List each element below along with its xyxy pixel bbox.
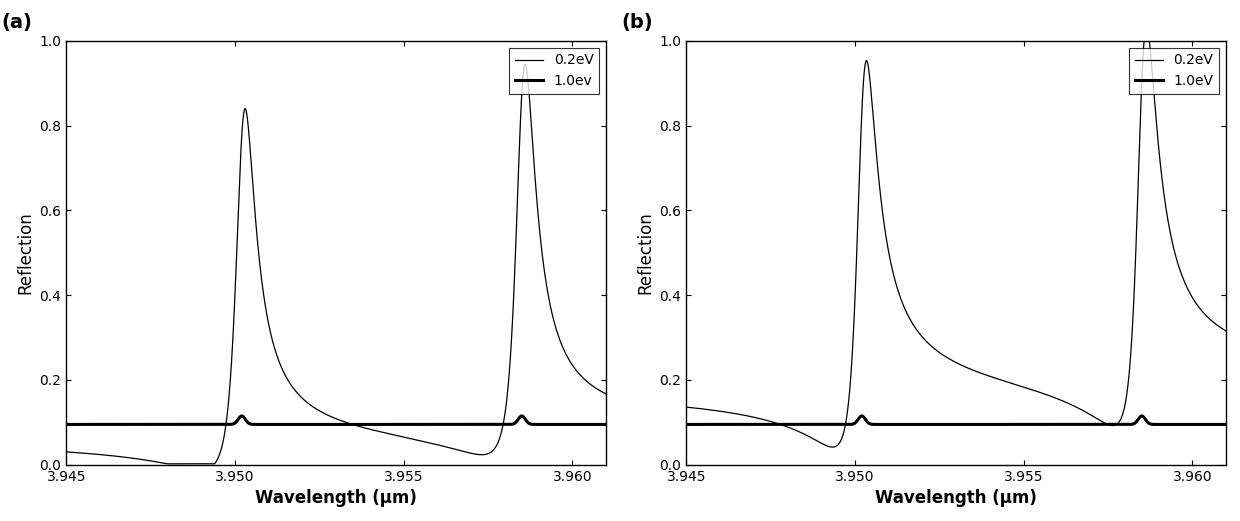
- Line: 1.0eV: 1.0eV: [686, 416, 1226, 425]
- 1.0ev: [564, 421, 579, 428]
- 1.0eV: [678, 421, 693, 428]
- 1.0eV: [1025, 421, 1040, 428]
- Line: 1.0ev: 1.0ev: [66, 416, 606, 425]
- 0.2eV: [813, 440, 828, 446]
- 0.2eV: [314, 409, 329, 415]
- 0.2eV: [1137, 38, 1152, 44]
- 1.0ev: [193, 421, 208, 428]
- Line: 0.2eV: 0.2eV: [686, 41, 1226, 447]
- 0.2eV: [160, 461, 175, 467]
- 1.0eV: [934, 421, 949, 428]
- 1.0eV: [1006, 421, 1021, 428]
- 1.0ev: [386, 421, 401, 428]
- 0.2eV: [517, 61, 532, 68]
- 1.0eV: [813, 421, 828, 428]
- 1.0ev: [515, 413, 529, 419]
- 1.0eV: [1135, 413, 1149, 419]
- 0.2eV: [934, 351, 949, 357]
- Legend: 0.2eV, 1.0eV: 0.2eV, 1.0eV: [1130, 48, 1219, 94]
- Text: (b): (b): [621, 14, 653, 32]
- Y-axis label: Reflection: Reflection: [16, 212, 33, 294]
- 1.0ev: [58, 421, 73, 428]
- 1.0ev: [405, 421, 420, 428]
- 1.0ev: [445, 421, 460, 428]
- 0.2eV: [599, 391, 614, 397]
- 1.0eV: [1219, 421, 1234, 428]
- 1.0eV: [1065, 421, 1080, 428]
- X-axis label: Wavelength (μm): Wavelength (μm): [875, 489, 1037, 507]
- 0.2eV: [445, 445, 460, 452]
- Legend: 0.2eV, 1.0ev: 0.2eV, 1.0ev: [510, 48, 599, 94]
- 1.0ev: [314, 421, 329, 428]
- 0.2eV: [1025, 387, 1040, 393]
- 1.0eV: [1184, 421, 1199, 428]
- 0.2eV: [825, 444, 839, 450]
- 0.2eV: [193, 461, 208, 467]
- 0.2eV: [564, 360, 579, 366]
- 0.2eV: [1219, 328, 1234, 334]
- 0.2eV: [1006, 380, 1021, 387]
- Y-axis label: Reflection: Reflection: [636, 212, 653, 294]
- Line: 0.2eV: 0.2eV: [66, 65, 606, 464]
- 1.0ev: [599, 421, 614, 428]
- 0.2eV: [58, 449, 73, 455]
- 0.2eV: [386, 431, 401, 438]
- 0.2eV: [678, 404, 693, 410]
- 0.2eV: [1065, 402, 1080, 408]
- Text: (a): (a): [1, 14, 32, 32]
- 0.2eV: [1184, 292, 1199, 299]
- 0.2eV: [405, 436, 420, 442]
- X-axis label: Wavelength (μm): Wavelength (μm): [255, 489, 417, 507]
